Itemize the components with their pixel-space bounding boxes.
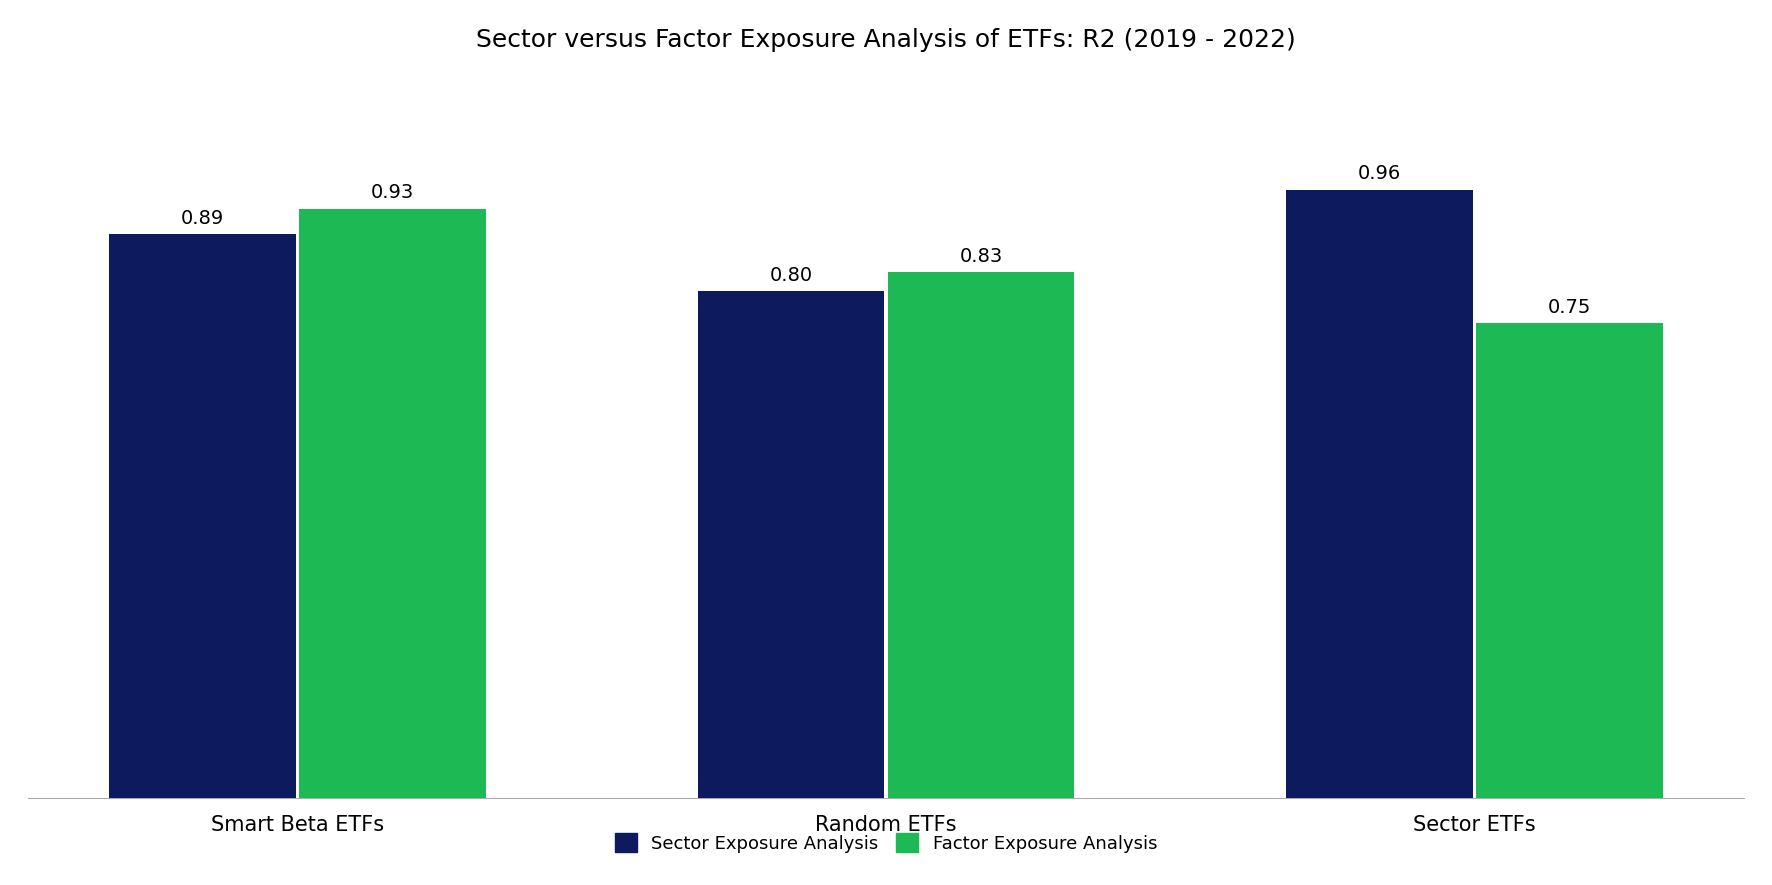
Legend: Sector Exposure Analysis, Factor Exposure Analysis: Sector Exposure Analysis, Factor Exposur… <box>608 827 1164 860</box>
Bar <box>888 273 1074 798</box>
Bar <box>299 209 486 798</box>
Text: 0.80: 0.80 <box>769 266 813 285</box>
Bar <box>1286 189 1473 798</box>
Bar <box>698 291 884 798</box>
Bar <box>110 235 296 798</box>
Title: Sector versus Factor Exposure Analysis of ETFs: R2 (2019 - 2022): Sector versus Factor Exposure Analysis o… <box>477 27 1295 52</box>
Text: 0.75: 0.75 <box>1549 297 1591 317</box>
Text: 0.89: 0.89 <box>181 209 223 227</box>
Text: 0.96: 0.96 <box>1357 165 1402 183</box>
Text: 0.93: 0.93 <box>370 183 415 203</box>
Text: 0.83: 0.83 <box>959 247 1003 266</box>
Bar <box>1476 323 1662 798</box>
